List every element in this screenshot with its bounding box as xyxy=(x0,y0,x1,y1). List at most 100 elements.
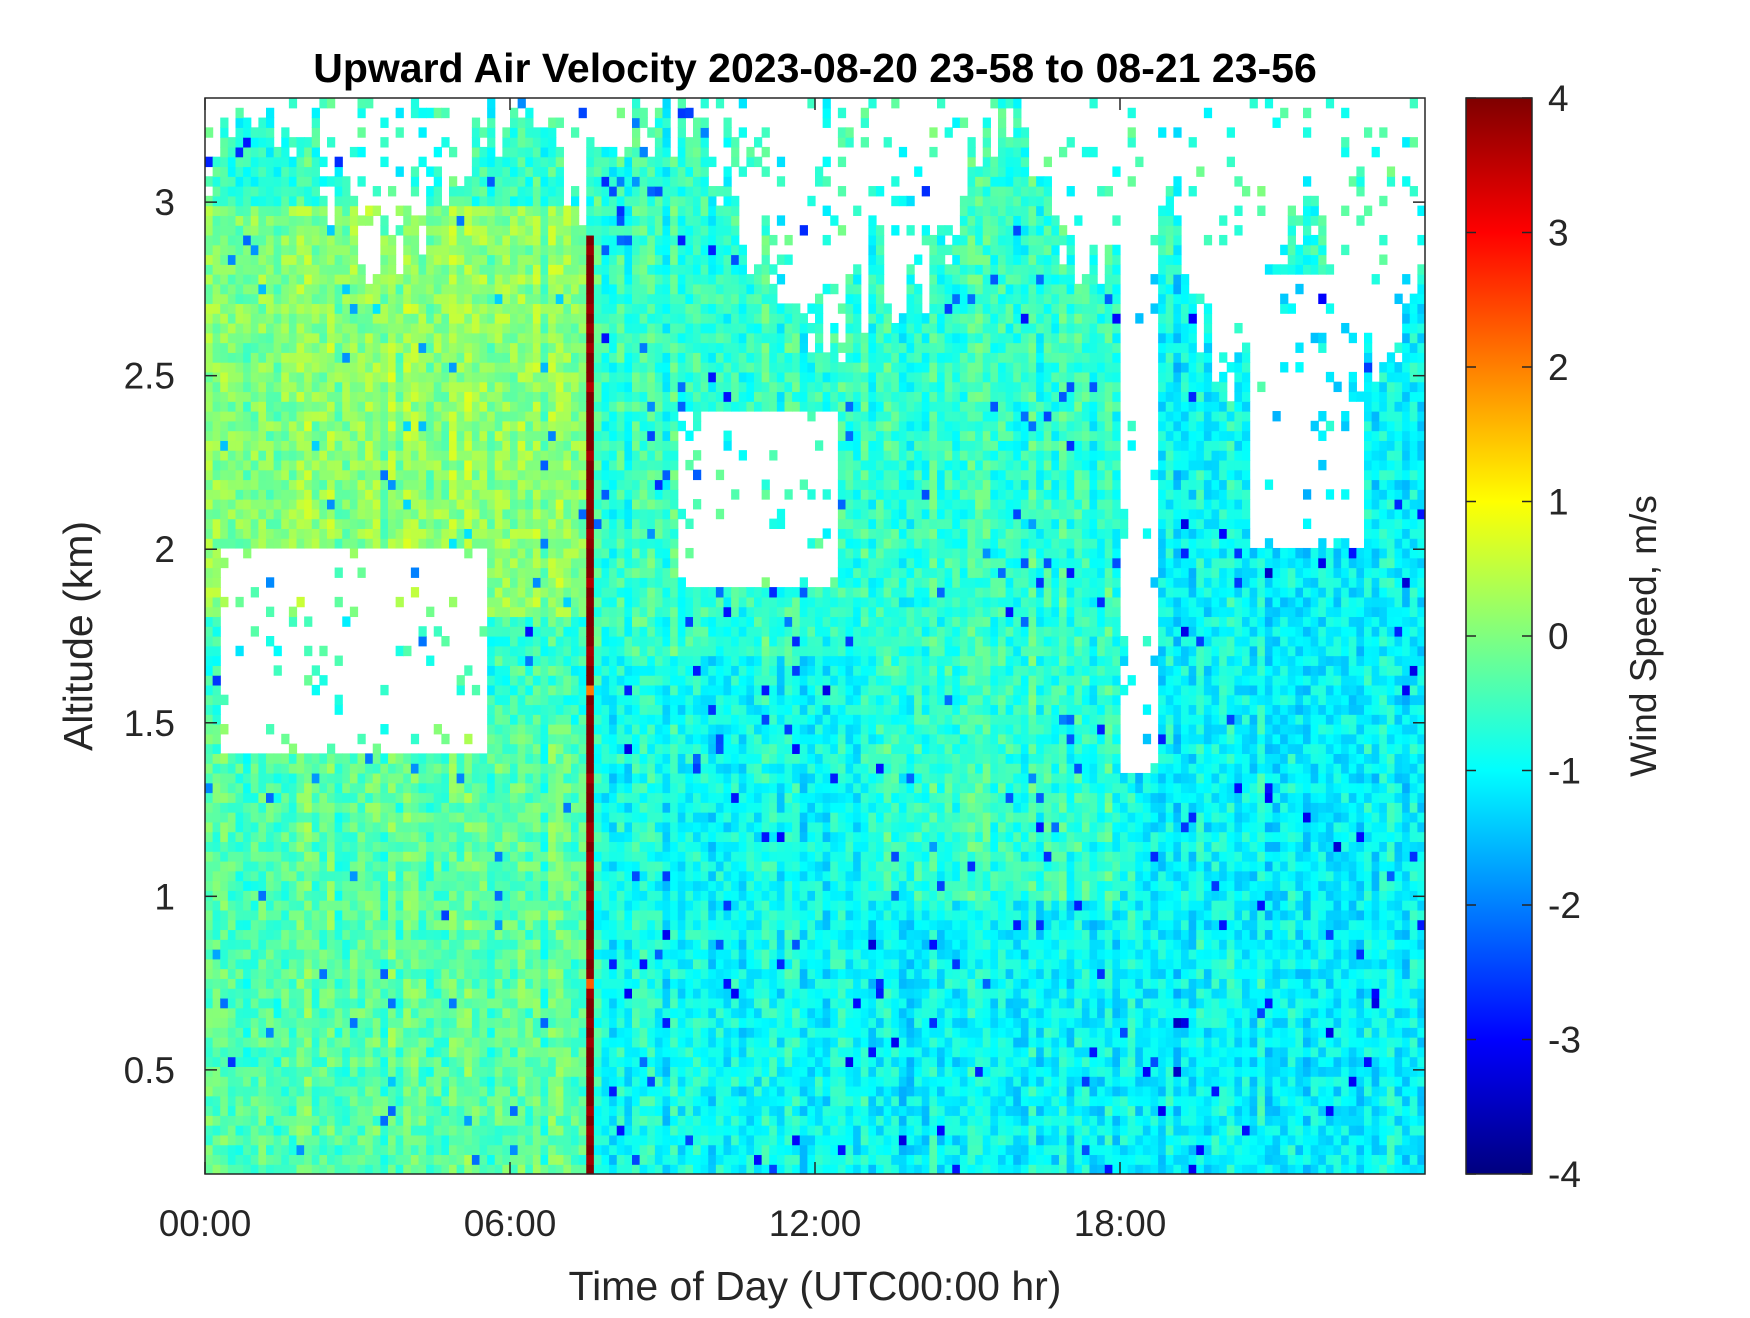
heatmap-cell xyxy=(250,205,259,216)
heatmap-cell xyxy=(456,508,465,520)
heatmap-cell xyxy=(212,645,221,657)
heatmap-cell xyxy=(342,254,351,265)
heatmap-cell xyxy=(449,988,458,999)
heatmap-cell xyxy=(235,176,244,187)
heatmap-cell xyxy=(532,342,542,353)
heatmap-cell xyxy=(517,313,526,324)
heatmap-cell xyxy=(273,528,282,539)
heatmap-cell xyxy=(372,508,381,520)
heatmap-cell xyxy=(304,362,313,373)
heatmap-cell xyxy=(441,1154,450,1165)
heatmap-cell xyxy=(273,890,282,901)
heatmap-cell xyxy=(327,264,336,275)
heatmap-cell xyxy=(281,1056,290,1067)
heatmap-cell xyxy=(395,205,404,216)
heatmap-cell xyxy=(494,860,503,872)
heatmap-cell xyxy=(281,234,290,246)
heatmap-cell xyxy=(517,968,526,979)
heatmap-cell xyxy=(403,802,412,813)
heatmap-cell xyxy=(220,166,229,177)
heatmap-cell xyxy=(471,1105,481,1116)
heatmap-cell xyxy=(456,939,465,950)
heatmap-cell xyxy=(578,264,587,275)
heatmap-cell xyxy=(517,626,526,637)
heatmap-cell xyxy=(418,1164,427,1174)
heatmap-cell xyxy=(334,508,343,520)
heatmap-cell xyxy=(288,890,298,901)
heatmap-cell xyxy=(311,391,320,402)
heatmap-cell xyxy=(319,528,328,539)
heatmap-cell xyxy=(609,831,618,843)
heatmap-cell xyxy=(258,1066,267,1077)
heatmap-cell xyxy=(327,802,336,813)
heatmap-cell xyxy=(601,900,610,911)
heatmap-cell xyxy=(540,909,549,921)
heatmap-cell xyxy=(433,763,442,774)
heatmap-cell xyxy=(593,870,603,882)
heatmap-cell xyxy=(281,127,290,138)
heatmap-cell xyxy=(243,890,252,901)
heatmap-cell xyxy=(502,1027,511,1038)
heatmap-cell xyxy=(449,802,458,813)
heatmap-cell xyxy=(357,215,366,226)
heatmap-cell xyxy=(593,459,603,471)
heatmap-cell xyxy=(418,1105,427,1116)
heatmap-cell xyxy=(250,968,259,979)
heatmap-cell xyxy=(258,919,267,931)
heatmap-cell xyxy=(296,1037,305,1048)
heatmap-cell xyxy=(548,1046,557,1058)
heatmap-cell xyxy=(433,528,442,539)
heatmap-cell xyxy=(502,411,511,422)
heatmap-cell xyxy=(555,1007,564,1019)
heatmap-cell xyxy=(281,254,290,265)
heatmap-cell xyxy=(525,724,534,735)
heatmap-cell xyxy=(296,450,305,461)
heatmap-cell xyxy=(311,293,320,305)
heatmap-cell xyxy=(258,1076,267,1087)
heatmap-cell xyxy=(571,782,580,794)
heatmap-cell xyxy=(388,283,397,295)
heatmap-cell xyxy=(464,401,473,412)
heatmap-cell xyxy=(311,215,320,226)
heatmap-cell xyxy=(494,802,503,813)
heatmap-cell xyxy=(487,596,496,608)
heatmap-cell xyxy=(563,831,572,843)
heatmap-cell xyxy=(365,997,374,1009)
heatmap-cell xyxy=(517,186,526,197)
heatmap-cell xyxy=(487,283,496,295)
heatmap-cell xyxy=(403,949,412,960)
heatmap-cell xyxy=(357,107,366,119)
heatmap-cell xyxy=(281,1076,290,1087)
heatmap-cell xyxy=(532,616,542,627)
heatmap-cell xyxy=(540,1076,549,1087)
heatmap-cell xyxy=(281,733,290,745)
heatmap-cell xyxy=(281,411,290,422)
heatmap-cell xyxy=(388,1125,397,1136)
heatmap-cell xyxy=(388,802,397,813)
heatmap-cell xyxy=(479,929,488,940)
heatmap-cell xyxy=(548,812,557,823)
heatmap-cell xyxy=(319,98,328,109)
heatmap-cell xyxy=(212,1085,221,1097)
heatmap-cell xyxy=(258,949,267,960)
heatmap-cell xyxy=(319,1046,328,1058)
heatmap-cell xyxy=(586,274,595,285)
heatmap-cell xyxy=(571,1046,580,1058)
heatmap-cell xyxy=(548,753,557,764)
heatmap-cell xyxy=(403,1046,412,1058)
heatmap-cell xyxy=(510,313,519,324)
heatmap-cell xyxy=(433,401,442,412)
heatmap-cell xyxy=(502,303,511,314)
heatmap-cell xyxy=(403,274,412,285)
heatmap-cell xyxy=(388,831,397,843)
heatmap-cell xyxy=(426,391,435,402)
heatmap-cell xyxy=(532,851,542,862)
heatmap-cell xyxy=(273,322,282,334)
heatmap-cell xyxy=(296,812,305,823)
heatmap-cell xyxy=(319,919,328,931)
heatmap-cell xyxy=(441,1007,450,1019)
heatmap-cell xyxy=(327,244,336,256)
heatmap-cell xyxy=(304,538,313,549)
heatmap-cell xyxy=(388,234,397,246)
heatmap-cell xyxy=(410,401,420,412)
